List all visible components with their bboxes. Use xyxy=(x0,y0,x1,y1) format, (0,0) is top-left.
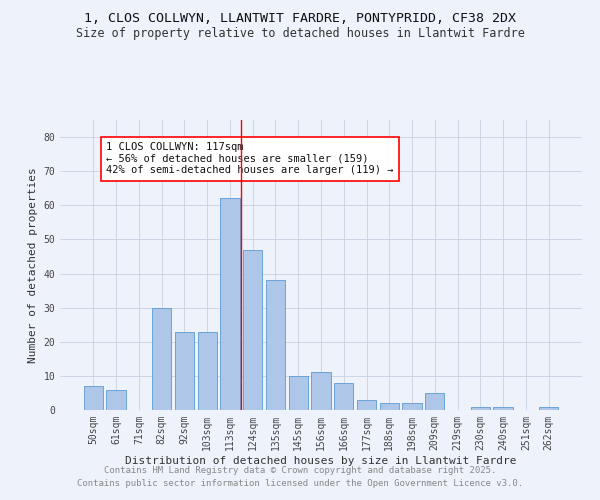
Text: 1, CLOS COLLWYN, LLANTWIT FARDRE, PONTYPRIDD, CF38 2DX: 1, CLOS COLLWYN, LLANTWIT FARDRE, PONTYP… xyxy=(84,12,516,26)
Bar xyxy=(334,382,353,410)
Bar xyxy=(425,393,445,410)
Bar xyxy=(266,280,285,410)
Text: 1 CLOS COLLWYN: 117sqm
← 56% of detached houses are smaller (159)
42% of semi-de: 1 CLOS COLLWYN: 117sqm ← 56% of detached… xyxy=(106,142,394,176)
Bar xyxy=(470,406,490,410)
Bar xyxy=(357,400,376,410)
Bar xyxy=(289,376,308,410)
Y-axis label: Number of detached properties: Number of detached properties xyxy=(28,167,38,363)
Bar xyxy=(243,250,262,410)
Bar xyxy=(175,332,194,410)
Bar xyxy=(152,308,172,410)
Text: Size of property relative to detached houses in Llantwit Fardre: Size of property relative to detached ho… xyxy=(76,28,524,40)
Bar xyxy=(311,372,331,410)
Bar xyxy=(403,403,422,410)
Bar xyxy=(220,198,239,410)
Bar xyxy=(493,406,513,410)
Text: Contains HM Land Registry data © Crown copyright and database right 2025.
Contai: Contains HM Land Registry data © Crown c… xyxy=(77,466,523,487)
Bar xyxy=(84,386,103,410)
Bar xyxy=(197,332,217,410)
Bar xyxy=(380,403,399,410)
Bar xyxy=(106,390,126,410)
X-axis label: Distribution of detached houses by size in Llantwit Fardre: Distribution of detached houses by size … xyxy=(125,456,517,466)
Bar xyxy=(539,406,558,410)
